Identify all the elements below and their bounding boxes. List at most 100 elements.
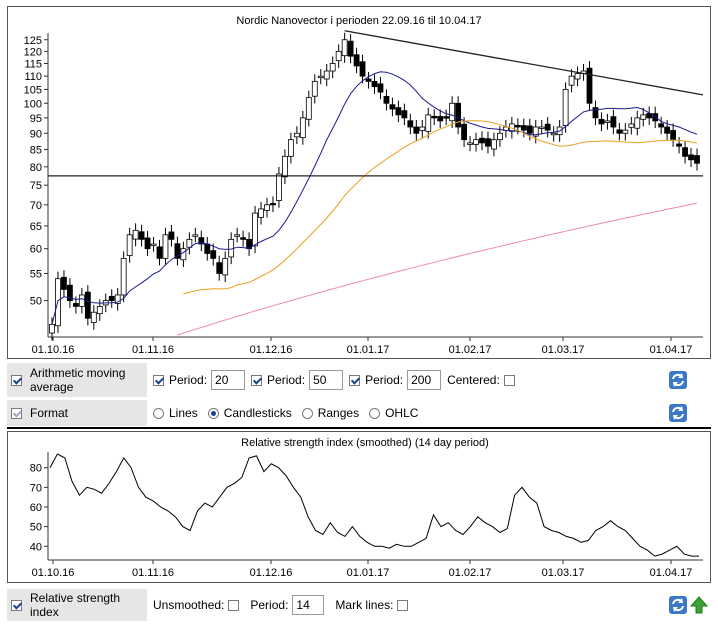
format-ranges-radio[interactable] [301,407,313,419]
candle-body [222,257,229,276]
moving-average-line [51,71,698,325]
candle-body [305,97,312,120]
centered-checkbox[interactable] [503,374,515,386]
candle-body [377,83,384,93]
y-tick-label: 120 [24,46,42,58]
candle-body [568,75,575,86]
x-tick-label: 01.02.17 [449,344,492,356]
format-candlesticks-radio[interactable] [207,407,219,419]
candle-body [419,126,426,131]
refresh-icon[interactable] [669,371,687,389]
rsi-checkbox[interactable] [11,599,22,611]
candle-body [592,107,599,119]
candle-body [520,125,527,131]
resistance-trend-line [344,30,704,96]
rsi-period-input[interactable] [292,595,325,615]
candle-body [688,154,694,161]
period-1-checkbox[interactable] [153,374,164,386]
candle-body [413,126,420,134]
candle-body [138,231,145,240]
candle-body [604,120,611,123]
period-2-checkbox[interactable] [251,374,263,386]
candle-body [276,173,282,201]
candle-body [120,257,127,296]
candle-body [359,61,366,77]
rsi-y-tick-label: 40 [30,541,42,553]
candle-body [293,132,300,138]
mark-lines-label: Mark lines: [335,598,394,612]
candle-body [526,125,533,134]
candle-body [544,123,551,131]
candle-body [252,212,258,247]
unsmoothed-label: Unsmoothed: [153,598,225,612]
period-3-checkbox[interactable] [349,374,361,386]
format-checkbox [11,407,22,419]
rsi-x-tick-label: 01.10.16 [32,567,75,579]
period-1-label: Period: [169,373,208,387]
candle-body [90,311,97,323]
move-up-arrow-icon[interactable] [690,596,708,614]
rsi-x-tick-label: 01.03.17 [542,567,585,579]
moving-average-line [183,120,698,295]
candle-body [114,294,121,304]
candle-body [550,132,557,136]
rsi-options: Unsmoothed: Period: Mark lines: [147,589,711,621]
y-tick-label: 55 [30,268,42,280]
candle-body [437,116,444,122]
candle-body [192,234,199,237]
candle-body [443,116,450,119]
moving-average-row: Arithmetic moving average Period: Period… [7,363,711,397]
candle-body [694,155,700,164]
y-tick-label: 100 [24,98,42,110]
rsi-x-tick-label: 01.01.17 [347,567,390,579]
rsi-chart-title: Relative strength index (smoothed) (14 d… [241,437,489,449]
candle-body [144,237,151,250]
candle-body [497,132,503,141]
x-tick-label: 01.03.17 [542,344,585,356]
candle-body [407,120,414,128]
format-lines-radio[interactable] [153,407,164,419]
candle-body [353,54,360,67]
candle-body [425,114,432,132]
x-tick-label: 01.01.17 [347,344,390,356]
y-tick-label: 65 [30,221,42,233]
rsi-line [49,453,699,557]
rsi-x-tick-label: 01.04.17 [650,567,693,579]
candle-body [216,262,223,274]
format-candlesticks-label: Candlesticks [223,406,292,420]
candle-body [562,88,569,126]
candle-body [532,126,539,137]
candle-body [485,138,491,147]
section-divider [7,427,711,429]
moving-average-checkbox[interactable] [11,374,22,386]
format-ranges-label: Ranges [317,406,360,420]
refresh-icon[interactable] [669,404,687,422]
rsi-row: Relative strength index Unsmoothed: Peri… [7,589,711,621]
centered-label: Centered: [447,373,500,387]
period-3-input[interactable] [407,370,442,390]
y-tick-label: 95 [30,113,42,125]
candle-body [628,123,635,128]
candle-body [240,237,247,240]
candle-body [640,114,647,120]
candle-body [598,118,605,125]
candle-body [371,80,378,88]
x-tick-label: 01.10.16 [32,344,75,356]
refresh-icon[interactable] [669,596,687,614]
unsmoothed-checkbox[interactable] [228,599,240,611]
format-header: Format [7,400,147,426]
candle-body [479,137,485,144]
period-1-input[interactable] [211,370,246,390]
candle-body [72,303,79,307]
x-tick-label: 01.12.16 [250,344,293,356]
rsi-header: Relative strength index [7,589,147,621]
candle-body [473,139,479,145]
period-2-input[interactable] [309,370,344,390]
mark-lines-checkbox[interactable] [397,599,409,611]
candle-body [467,142,473,145]
candle-body [329,63,336,72]
candle-body [431,115,438,119]
candle-body [49,323,55,334]
format-ohlc-radio[interactable] [369,407,381,419]
candle-body [198,237,205,245]
